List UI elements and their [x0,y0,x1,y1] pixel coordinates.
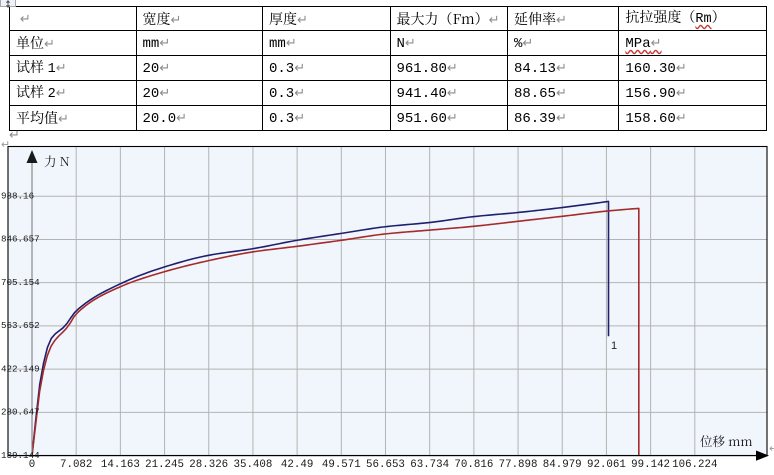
svg-text:988.16: 988.16 [1,191,34,202]
svg-text:7.082: 7.082 [60,459,92,471]
svg-text:↵: ↵ [1,139,10,151]
svg-text:位移 mm: 位移 mm [700,432,753,450]
svg-text:28.326: 28.326 [189,459,228,471]
svg-text:99.142: 99.142 [631,459,670,471]
svg-text:0: 0 [29,459,35,471]
svg-text:21.245: 21.245 [145,459,184,471]
svg-text:14.163: 14.163 [101,459,140,471]
svg-text:280.647: 280.647 [1,407,40,418]
svg-text:705.154: 705.154 [1,277,40,288]
svg-text:846.657: 846.657 [1,234,40,245]
svg-text:力 N: 力 N [44,152,70,170]
svg-text:1: 1 [611,340,617,352]
svg-text:56.653: 56.653 [366,459,405,471]
svg-text:422.149: 422.149 [1,363,40,374]
svg-text:77.898: 77.898 [499,459,538,471]
svg-text:35.408: 35.408 [233,459,272,471]
svg-text:106.224: 106.224 [672,459,717,471]
svg-text:70.816: 70.816 [454,459,493,471]
svg-text:↵: ↵ [769,443,774,455]
svg-text:63.734: 63.734 [410,459,449,471]
svg-text:563.652: 563.652 [1,320,40,331]
svg-text:49.571: 49.571 [322,459,361,471]
svg-text:92.061: 92.061 [587,459,626,471]
svg-text:42.49: 42.49 [281,459,313,471]
svg-text:84.979: 84.979 [543,459,582,471]
